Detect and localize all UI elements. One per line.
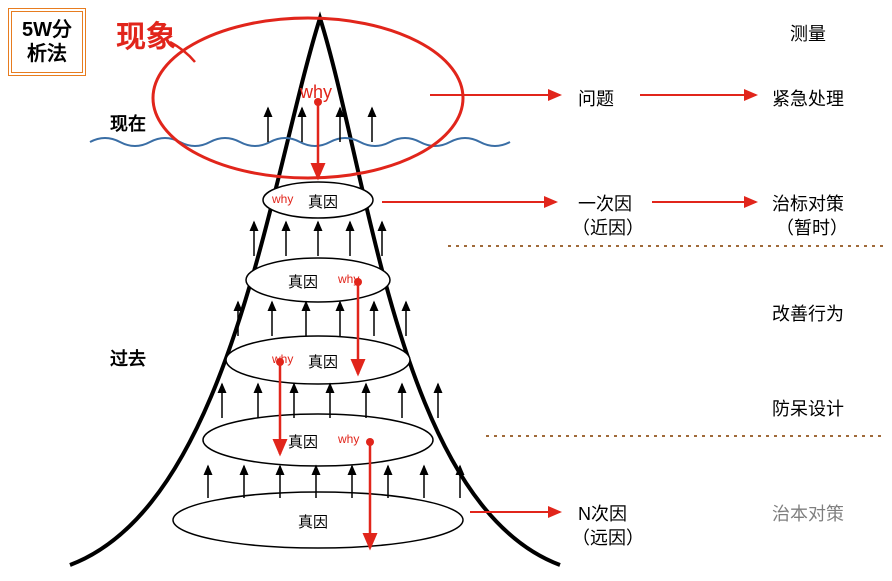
right-label-6: 治本对策 [772, 500, 844, 526]
right-label-2: 治标对策 [772, 190, 844, 216]
why-arrow-origin-dot [366, 438, 374, 446]
diagram-canvas [0, 0, 892, 581]
method-title-line2: 析法 [22, 42, 72, 66]
right-label-3: （暂时） [776, 214, 848, 240]
right-label-4: 改善行为 [772, 300, 844, 326]
method-title-line1: 5W分 [22, 18, 72, 42]
why-label-4: why [338, 432, 359, 446]
why-label-3: why [272, 352, 293, 366]
right-label-0: 测量 [790, 20, 826, 46]
waterline [90, 138, 510, 146]
why-label-2: why [338, 272, 359, 286]
mid-label-4: （远因） [572, 524, 644, 550]
mid-label-0: 问题 [578, 85, 614, 111]
cause-label-5: 真因 [298, 511, 328, 532]
phenomenon-label: 现象 [116, 12, 176, 56]
why-label-1: why [272, 192, 293, 206]
mid-label-2: （近因） [572, 214, 644, 240]
cause-label-3: 真因 [308, 351, 338, 372]
time-label-past: 过去 [110, 345, 146, 371]
mid-label-3: N次因 [578, 500, 627, 526]
method-title-box: 5W分析法 [8, 8, 86, 76]
mid-label-1: 一次因 [578, 190, 632, 216]
why-label-top: why [300, 82, 332, 103]
cause-label-1: 真因 [308, 191, 338, 212]
right-label-5: 防呆设计 [772, 395, 844, 421]
cause-label-2: 真因 [288, 271, 318, 292]
cause-label-4: 真因 [288, 431, 318, 452]
time-label-present: 现在 [110, 110, 146, 136]
right-label-1: 紧急处理 [772, 85, 844, 111]
